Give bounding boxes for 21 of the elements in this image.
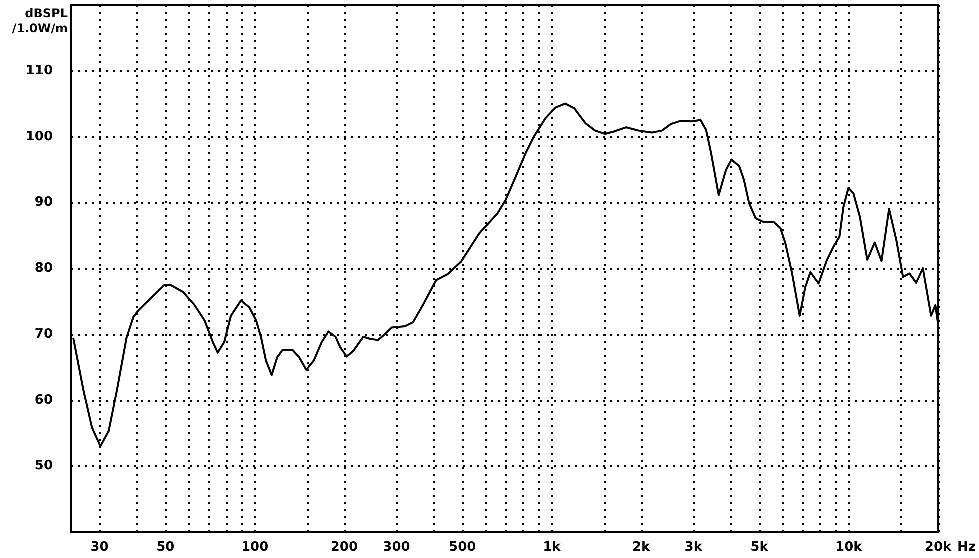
- x-tick-label: 20k: [924, 540, 952, 555]
- y-tick-label: 110: [26, 63, 53, 78]
- y-tick-label: 90: [34, 195, 53, 210]
- x-tick-label: 10k: [836, 540, 863, 555]
- x-tick-label: 5k: [750, 540, 769, 555]
- x-tick-label: 1k: [543, 540, 562, 555]
- x-tick-label: 200: [330, 540, 358, 555]
- y-tick-label: 50: [34, 458, 53, 474]
- x-tick-label: 300: [383, 540, 410, 555]
- x-tick-label: 30: [90, 540, 109, 555]
- x-tick-label: 3k: [684, 540, 703, 555]
- x-tick-label: 100: [241, 540, 269, 555]
- y-tick-label: 80: [34, 261, 53, 276]
- x-tick-label: 500: [449, 540, 476, 555]
- y-tick-label: 60: [34, 392, 53, 408]
- x-tick-label: 2k: [632, 540, 651, 555]
- x-tick-label: 50: [156, 540, 175, 555]
- y-tick-label: 70: [34, 326, 53, 342]
- y-tick-label: 100: [26, 129, 53, 144]
- x-axis-title: Hz: [958, 540, 976, 555]
- y-axis-title: dBSPL /1.0W/m: [12, 6, 68, 36]
